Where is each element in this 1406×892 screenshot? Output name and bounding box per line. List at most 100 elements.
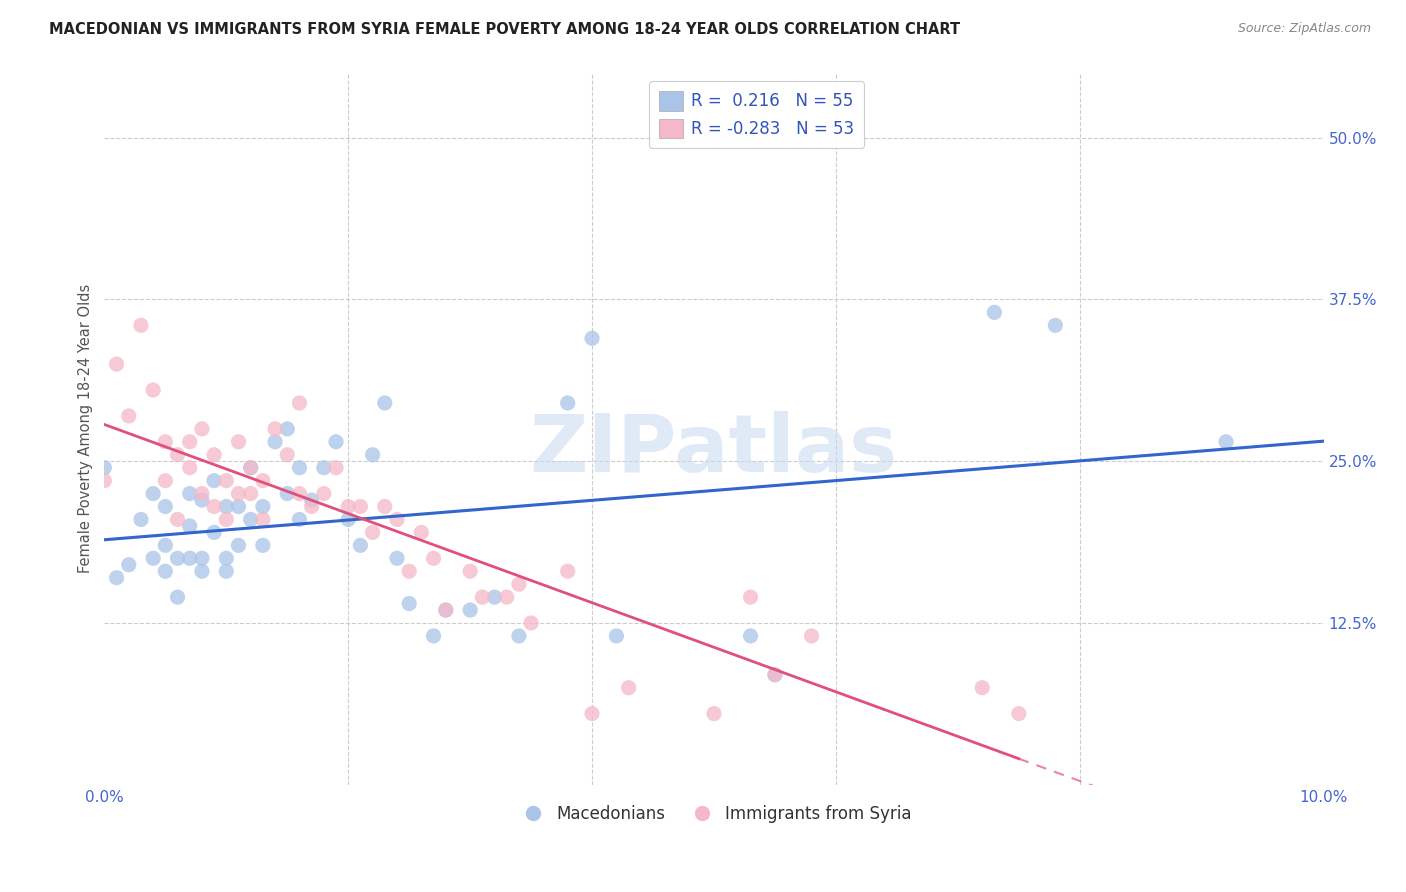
Point: [312, 460, 335, 475]
Point: [1215, 434, 1237, 449]
Point: [763, 667, 786, 681]
Point: [105, 571, 128, 585]
Point: [191, 564, 214, 578]
Point: [252, 512, 274, 526]
Point: [520, 615, 543, 630]
Point: [398, 564, 420, 578]
Point: [276, 422, 298, 436]
Point: [349, 500, 371, 514]
Point: [288, 512, 311, 526]
Point: [557, 396, 579, 410]
Point: [93, 460, 115, 475]
Point: [495, 590, 517, 604]
Point: [166, 512, 188, 526]
Point: [252, 474, 274, 488]
Point: [288, 460, 311, 475]
Point: [166, 448, 188, 462]
Point: [93, 474, 115, 488]
Point: [301, 500, 323, 514]
Point: [458, 564, 481, 578]
Point: [484, 590, 506, 604]
Point: [142, 486, 165, 500]
Point: [215, 474, 238, 488]
Point: [179, 434, 201, 449]
Point: [337, 500, 360, 514]
Point: [325, 434, 347, 449]
Point: [155, 500, 177, 514]
Point: [312, 486, 335, 500]
Point: [118, 409, 141, 423]
Point: [740, 629, 762, 643]
Point: [239, 460, 262, 475]
Point: [1045, 318, 1067, 333]
Point: [179, 486, 201, 500]
Point: [142, 383, 165, 397]
Point: [142, 551, 165, 566]
Point: [385, 512, 408, 526]
Point: [166, 551, 188, 566]
Point: [228, 538, 250, 552]
Point: [105, 357, 128, 371]
Point: [972, 681, 994, 695]
Point: [191, 551, 214, 566]
Point: [129, 318, 152, 333]
Y-axis label: Female Poverty Among 18-24 Year Olds: Female Poverty Among 18-24 Year Olds: [79, 285, 93, 574]
Point: [349, 538, 371, 552]
Point: [264, 434, 287, 449]
Point: [129, 512, 152, 526]
Point: [239, 460, 262, 475]
Point: [983, 305, 1005, 319]
Point: [508, 629, 530, 643]
Point: [179, 551, 201, 566]
Point: [325, 460, 347, 475]
Point: [398, 597, 420, 611]
Point: [155, 434, 177, 449]
Point: [215, 564, 238, 578]
Point: [202, 474, 225, 488]
Point: [202, 525, 225, 540]
Point: [361, 525, 384, 540]
Point: [179, 519, 201, 533]
Point: [202, 448, 225, 462]
Point: [228, 434, 250, 449]
Point: [361, 448, 384, 462]
Legend: Macedonians, Immigrants from Syria: Macedonians, Immigrants from Syria: [509, 798, 918, 830]
Point: [228, 500, 250, 514]
Point: [763, 667, 786, 681]
Point: [288, 396, 311, 410]
Point: [458, 603, 481, 617]
Point: [202, 500, 225, 514]
Point: [422, 629, 444, 643]
Point: [434, 603, 457, 617]
Point: [252, 538, 274, 552]
Point: [411, 525, 433, 540]
Point: [252, 500, 274, 514]
Point: [239, 486, 262, 500]
Point: [155, 564, 177, 578]
Point: [605, 629, 627, 643]
Point: [337, 512, 360, 526]
Point: [118, 558, 141, 572]
Point: [703, 706, 725, 721]
Point: [228, 486, 250, 500]
Point: [276, 486, 298, 500]
Point: [581, 706, 603, 721]
Point: [740, 590, 762, 604]
Point: [581, 331, 603, 345]
Point: [155, 538, 177, 552]
Point: [215, 512, 238, 526]
Point: [239, 512, 262, 526]
Text: ZIPatlas: ZIPatlas: [530, 411, 898, 489]
Point: [557, 564, 579, 578]
Point: [191, 486, 214, 500]
Point: [264, 422, 287, 436]
Point: [215, 551, 238, 566]
Point: [800, 629, 823, 643]
Point: [434, 603, 457, 617]
Point: [617, 681, 640, 695]
Point: [191, 422, 214, 436]
Point: [508, 577, 530, 591]
Point: [422, 551, 444, 566]
Point: [215, 500, 238, 514]
Point: [179, 460, 201, 475]
